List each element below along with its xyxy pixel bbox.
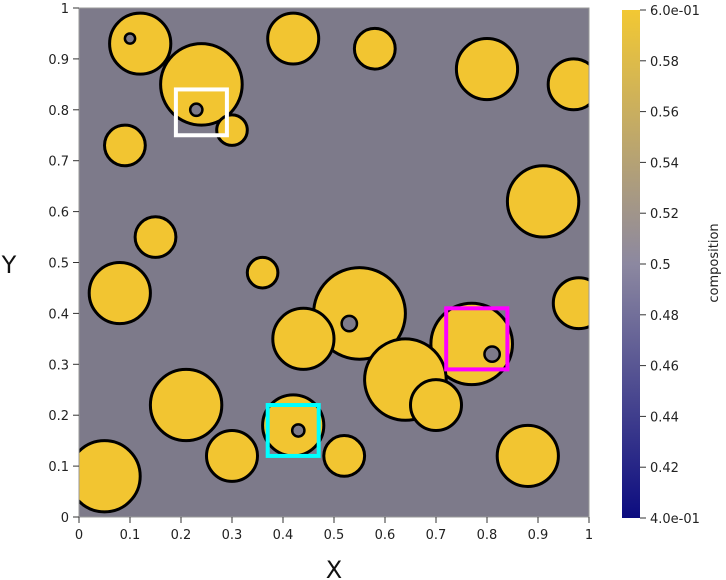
precipitate-region <box>322 434 367 478</box>
colorbar-title: composition <box>707 223 722 302</box>
y-tick-label: 0.6 <box>48 206 69 221</box>
colorbar-tick-label: 0.52 <box>650 207 679 222</box>
y-tick-label: 0.5 <box>48 257 69 272</box>
colorbar-tick-label: 0.46 <box>650 360 679 375</box>
colorbar: 6.0e-01 0.58 0.56 0.54 0.52 0.5 0.48 0.46 0.44 0.… <box>622 4 722 527</box>
colorbar-tick-label: 0.5 <box>650 258 671 273</box>
y-axis: 0 0.1 0.2 0.3 0.4 0.5 0.6 0.7 0.8 0.9 1 <box>48 2 79 526</box>
x-tick-label: 0.5 <box>324 528 345 543</box>
colorbar-tick-label: 0.44 <box>650 410 679 425</box>
y-axis-title: Y <box>1 251 17 279</box>
y-tick-label: 0 <box>61 511 69 526</box>
x-tick-label: 0.2 <box>171 528 192 543</box>
precipitate-region <box>148 367 224 443</box>
colorbar-tick-label: 0.58 <box>650 55 679 70</box>
y-tick-label: 1 <box>61 2 69 17</box>
x-tick-label: 1 <box>585 528 593 543</box>
x-tick-label: 0.8 <box>477 528 498 543</box>
precipitate-region <box>454 37 520 102</box>
precipitate-region <box>271 306 336 371</box>
precipitate-region <box>159 42 244 127</box>
precipitate-region <box>133 215 178 259</box>
x-tick-label: 0.1 <box>120 528 141 543</box>
x-tick-label: 0.6 <box>375 528 396 543</box>
colorbar-tick-label: 0.56 <box>650 106 679 121</box>
precipitate-region <box>87 261 152 326</box>
y-tick-label: 0.1 <box>48 460 69 475</box>
precipitate-region <box>245 255 280 290</box>
matrix-inclusion <box>483 345 502 364</box>
precipitate-region <box>495 423 560 488</box>
colorbar-tick-label: 0.42 <box>650 461 679 476</box>
highlight-box <box>173 87 229 138</box>
matrix-inclusion <box>123 32 137 45</box>
precipitate-region <box>108 11 173 76</box>
precipitate-region <box>505 164 581 239</box>
y-tick-label: 0.2 <box>48 409 69 424</box>
precipitate-region <box>205 428 259 483</box>
precipitate-region <box>546 57 589 112</box>
precipitate-region <box>429 301 515 387</box>
x-tick-label: 0.7 <box>426 528 447 543</box>
matrix-inclusion <box>188 102 204 118</box>
y-tick-label: 0.7 <box>48 155 69 170</box>
x-tick-label: 0.3 <box>222 528 243 543</box>
x-tick-label: 0 <box>75 528 83 543</box>
precipitate-region <box>352 26 397 71</box>
matrix-inclusion <box>340 314 359 333</box>
y-tick-label: 0.9 <box>48 53 69 68</box>
y-tick-label: 0.3 <box>48 358 69 373</box>
precipitate-region <box>551 276 589 331</box>
x-tick-label: 0.9 <box>528 528 549 543</box>
colorbar-tick-label: 4.0e-01 <box>650 512 700 527</box>
y-tick-label: 0.4 <box>48 307 69 322</box>
colorbar-tick-label: 0.54 <box>650 156 679 171</box>
precipitate-region <box>215 113 249 147</box>
colorbar-tick-label: 0.48 <box>650 309 679 324</box>
x-tick-label: 0.4 <box>273 528 294 543</box>
precipitate-region <box>103 123 147 168</box>
colorbar-gradient <box>622 10 640 518</box>
precipitate-region <box>266 11 321 66</box>
x-axis: 0 0.1 0.2 0.3 0.4 0.5 0.6 0.7 0.8 0.9 1 <box>75 517 593 543</box>
highlight-box <box>444 306 510 372</box>
precipitate-region <box>79 439 142 514</box>
matrix-inclusion <box>290 423 306 438</box>
heatmap-area <box>78 7 590 518</box>
highlight-box <box>265 403 321 458</box>
y-tick-label: 0.8 <box>48 104 69 119</box>
precipitate-region <box>409 378 463 432</box>
x-axis-title: X <box>326 556 342 580</box>
colorbar-tick-label: 6.0e-01 <box>650 4 700 19</box>
